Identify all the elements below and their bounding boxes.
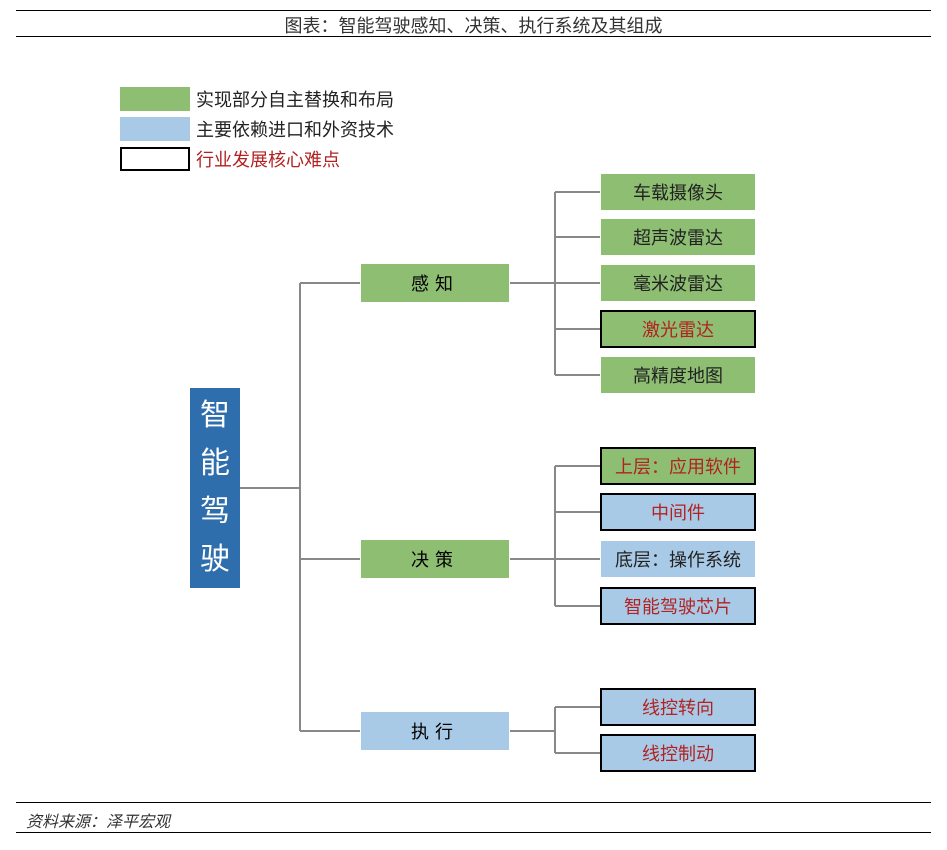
category-perception: 感知: [360, 263, 510, 303]
category-execution: 执行: [360, 711, 510, 751]
leaf-node: 毫米波雷达: [600, 264, 756, 302]
leaf-node: 高精度地图: [600, 356, 756, 394]
leaf-node: 激光雷达: [600, 310, 756, 348]
leaf-node: 智能驾驶芯片: [600, 587, 756, 625]
category-decision: 决策: [360, 539, 510, 579]
legend-label: 主要依赖进口和外资技术: [196, 116, 394, 142]
bottom-rule-1: [16, 802, 931, 803]
leaf-node: 车载摄像头: [600, 173, 756, 211]
legend-swatch-hard: [120, 147, 190, 171]
chart-title: 图表：智能驾驶感知、决策、执行系统及其组成: [0, 12, 947, 38]
leaf-node: 超声波雷达: [600, 218, 756, 256]
leaf-node: 线控制动: [600, 734, 756, 772]
leaf-node: 线控转向: [600, 688, 756, 726]
leaf-node: 底层：操作系统: [600, 540, 756, 578]
legend-swatch-blue: [120, 117, 190, 141]
top-rule: [16, 10, 931, 11]
root-node: 智能驾驶: [190, 388, 240, 588]
legend: 实现部分自主替换和布局 主要依赖进口和外资技术 行业发展核心难点: [120, 84, 394, 174]
legend-row: 主要依赖进口和外资技术: [120, 114, 394, 144]
bottom-rule-2: [16, 832, 931, 833]
leaf-node: 中间件: [600, 493, 756, 531]
source-text: 资料来源：泽平宏观: [26, 808, 170, 832]
title-rule: [16, 36, 931, 37]
legend-label: 行业发展核心难点: [196, 146, 340, 172]
legend-row: 行业发展核心难点: [120, 144, 394, 174]
legend-row: 实现部分自主替换和布局: [120, 84, 394, 114]
leaf-node: 上层：应用软件: [600, 447, 756, 485]
legend-label: 实现部分自主替换和布局: [196, 86, 394, 112]
legend-swatch-green: [120, 87, 190, 111]
